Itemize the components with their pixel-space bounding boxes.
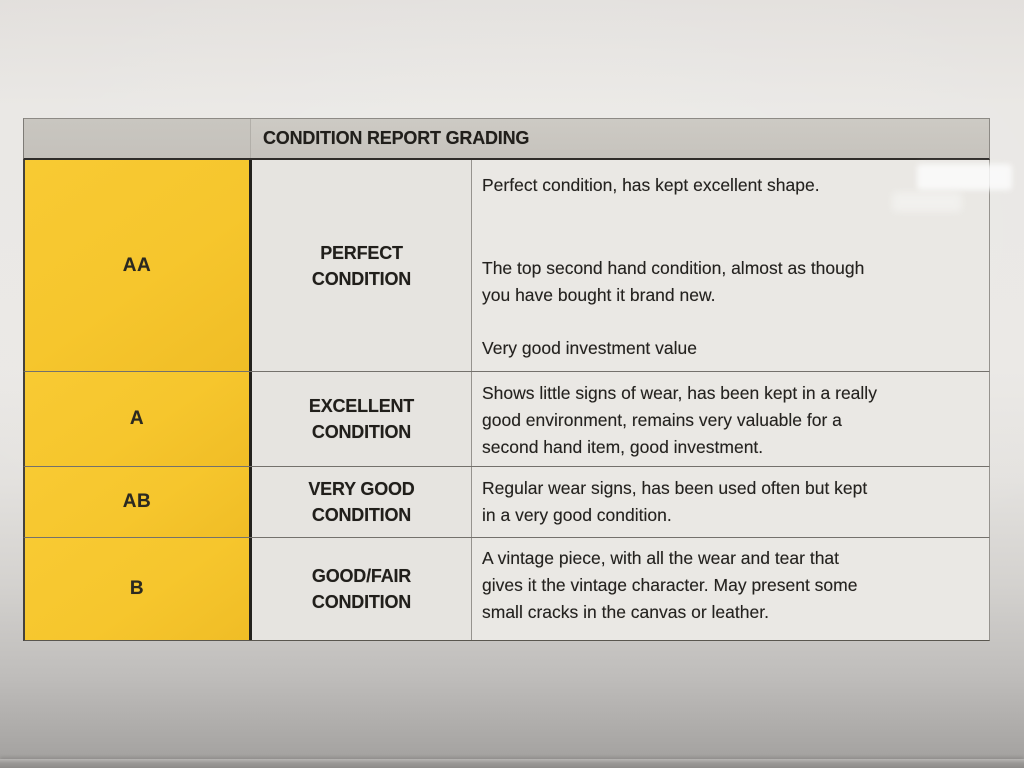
description-paragraph: Shows little signs of wear, has been kep…: [482, 383, 877, 457]
condition-name: GOOD/FAIR CONDITION: [311, 566, 412, 612]
condition-name-cell: GOOD/FAIR CONDITION: [252, 538, 472, 640]
condition-name-cell: EXCELLENT CONDITION: [252, 372, 472, 466]
condition-description-cell: A vintage piece, with all the wear and t…: [472, 538, 989, 640]
table-title: CONDITION REPORT GRADING: [263, 128, 530, 148]
whiteout-mark: [917, 164, 1012, 190]
grade-cell: A: [25, 372, 252, 466]
table-header-row: CONDITION REPORT GRADING: [23, 118, 990, 160]
table-row-aa: AA PERFECT CONDITION Perfect condition, …: [23, 160, 1012, 372]
whiteout-mark: [892, 192, 962, 212]
condition-name: PERFECT CONDITION: [311, 242, 412, 289]
grade-cell: AA: [25, 160, 252, 371]
table-row-a: A EXCELLENT CONDITION Shows little signs…: [23, 372, 990, 467]
description-paragraph: Regular wear signs, has been used often …: [482, 478, 868, 525]
header-title-cell: CONDITION REPORT GRADING: [251, 119, 989, 158]
condition-description-cell: Shows little signs of wear, has been kep…: [472, 372, 989, 466]
condition-name-cell: VERY GOOD CONDITION: [252, 467, 472, 537]
condition-name: VERY GOOD CONDITION: [308, 479, 415, 525]
condition-name: EXCELLENT CONDITION: [308, 396, 415, 442]
grade-cell: B: [25, 538, 252, 640]
table-row-ab: AB VERY GOOD CONDITION Regular wear sign…: [23, 467, 990, 538]
grade-cell: AB: [25, 467, 252, 537]
grade-value: B: [129, 578, 145, 599]
description-paragraph: Very good investment value: [482, 338, 697, 358]
condition-description-cell: Regular wear signs, has been used often …: [472, 467, 989, 537]
header-spacer-cell: [24, 119, 251, 158]
paper-bottom-shadow: [0, 759, 1024, 768]
table-row-b: B GOOD/FAIR CONDITION A vintage piece, w…: [23, 538, 990, 641]
condition-grading-table: CONDITION REPORT GRADING AA PERFECT COND…: [23, 118, 1012, 641]
condition-description-cell: Perfect condition, has kept excellent sh…: [472, 160, 1012, 371]
condition-name-cell: PERFECT CONDITION: [252, 160, 472, 371]
grade-value: AA: [122, 254, 152, 276]
description-paragraph: A vintage piece, with all the wear and t…: [482, 548, 858, 622]
grade-value: AB: [122, 491, 152, 512]
description-paragraph: The top second hand condition, almost as…: [482, 258, 865, 305]
grade-value: A: [129, 408, 145, 429]
description-paragraph: Perfect condition, has kept excellent sh…: [482, 175, 820, 195]
